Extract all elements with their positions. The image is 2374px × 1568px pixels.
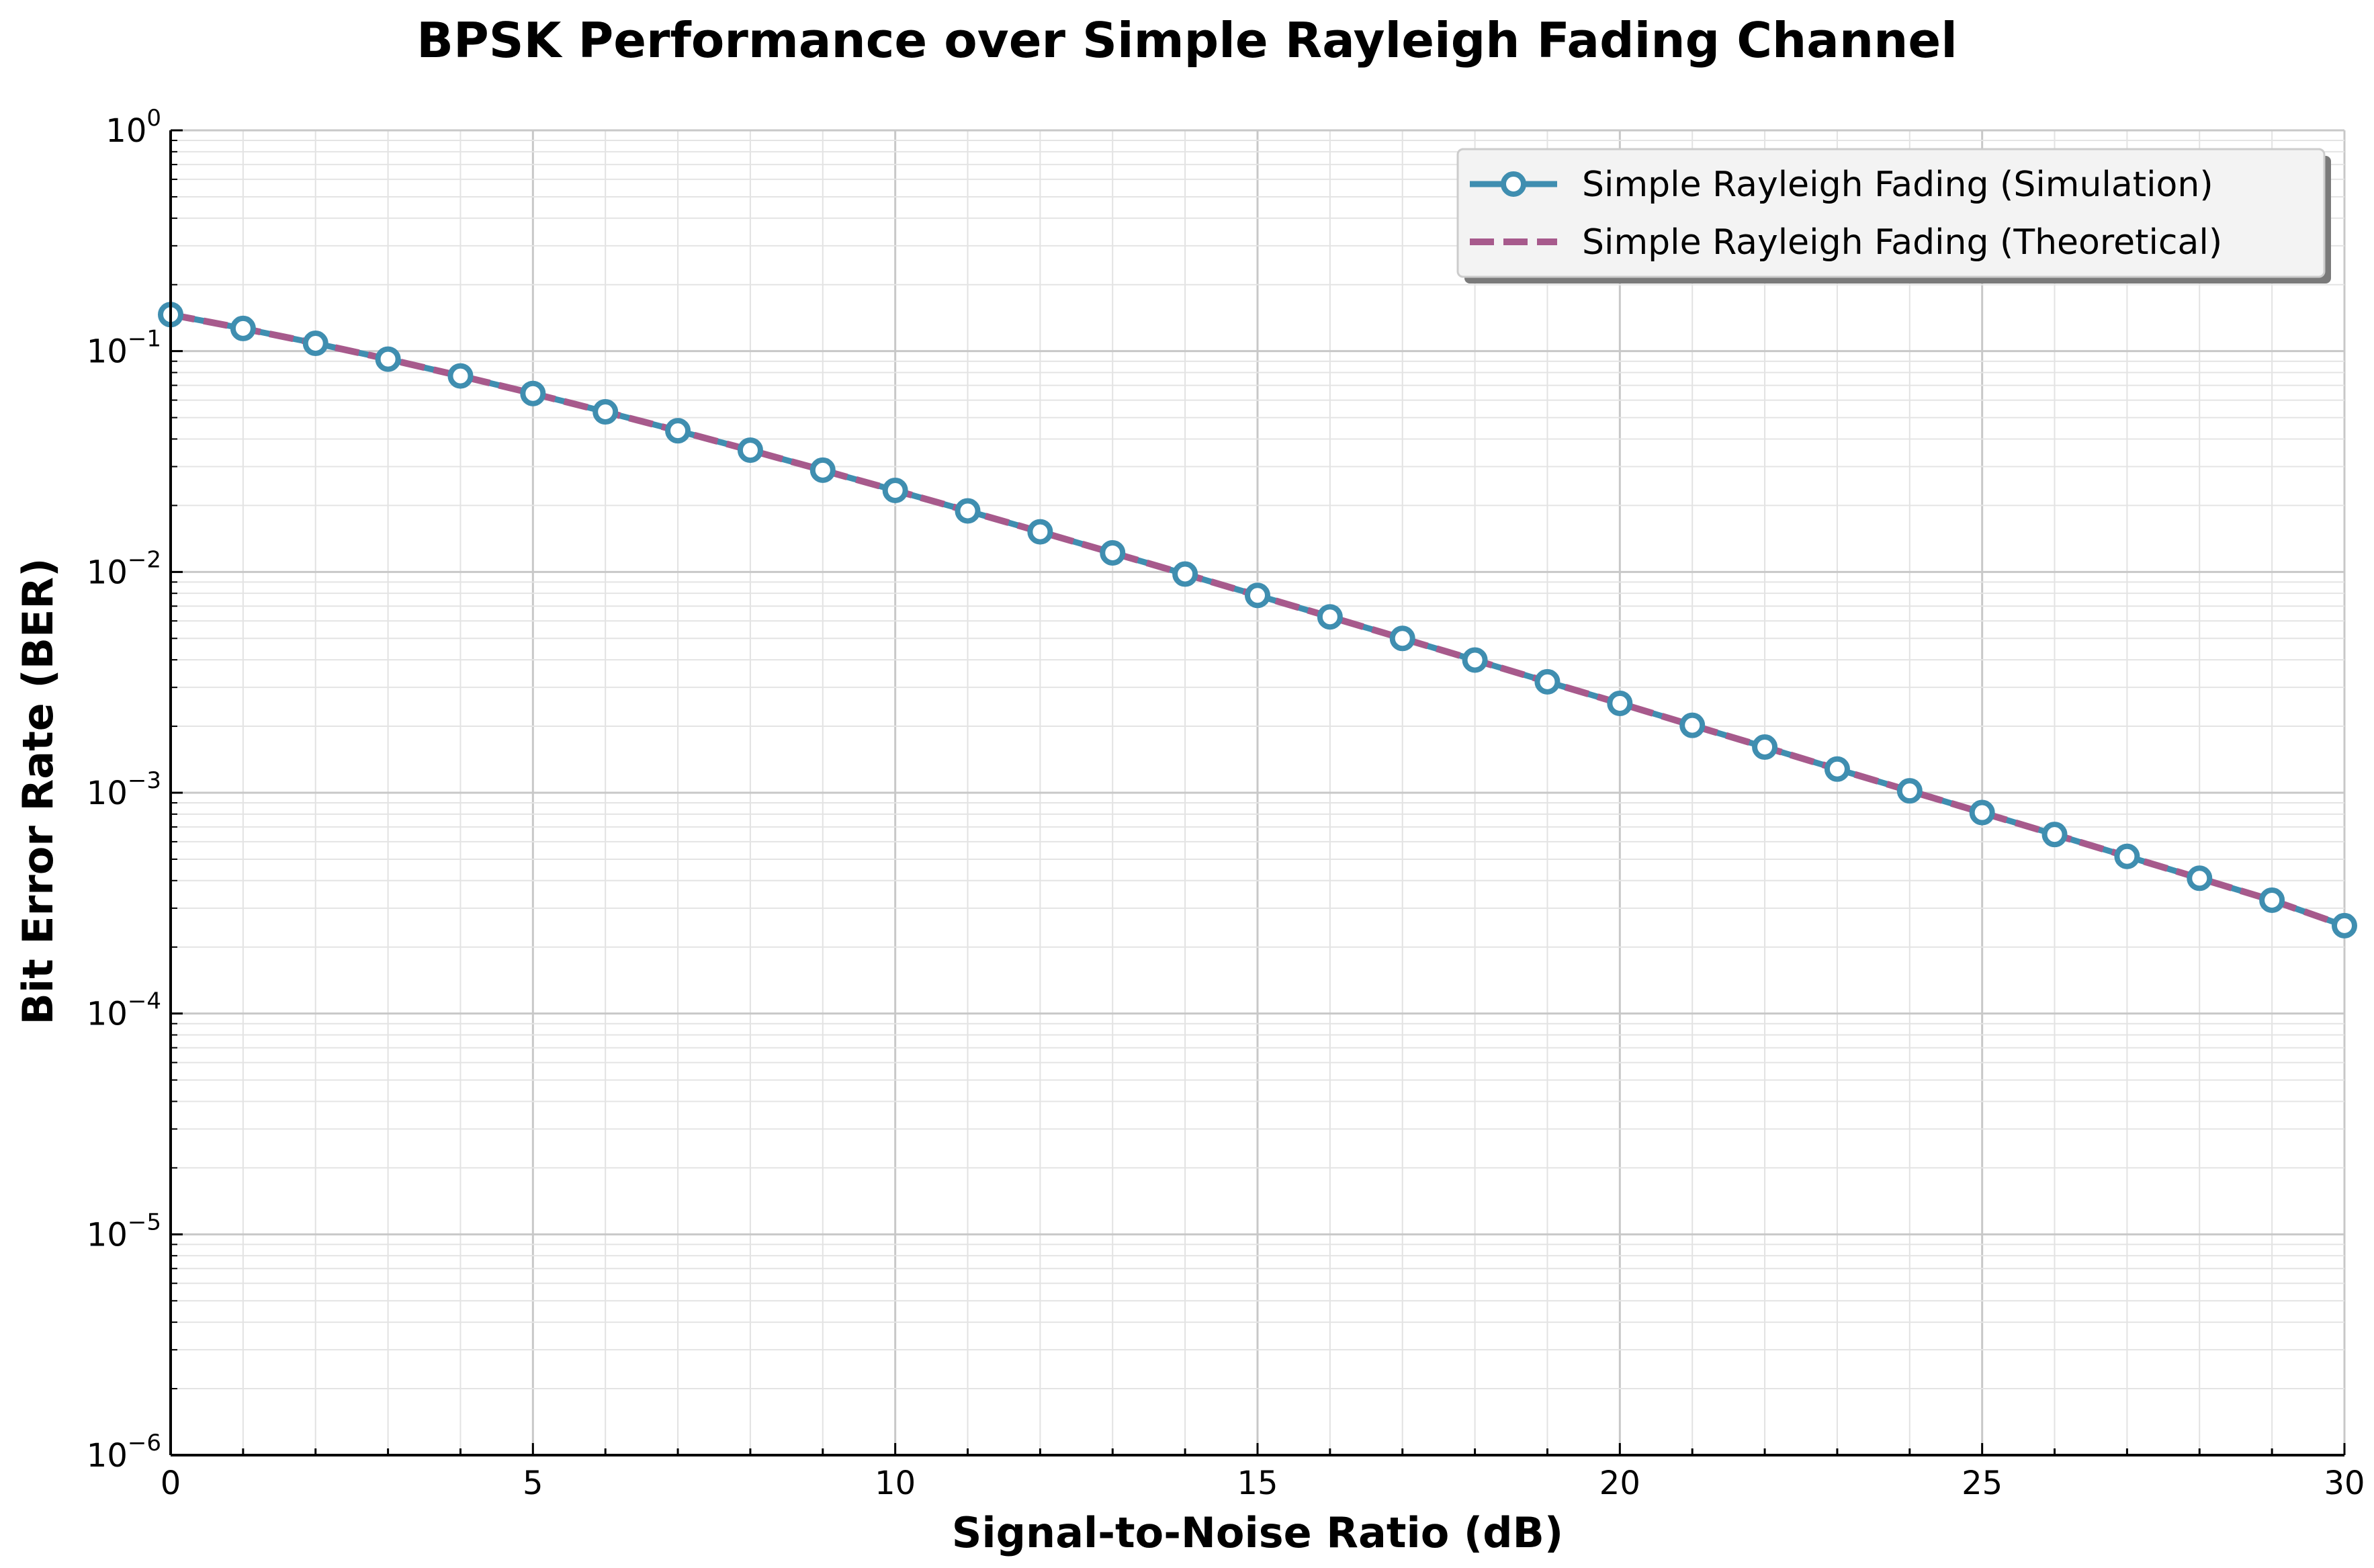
- y-tick-label: 10−2: [87, 546, 161, 591]
- data-point-simulation: [447, 363, 474, 389]
- tick-labels: 0 5 10 15 20 25 30 100 10−1 10−2 10−3 10−4 10−5 10−6: [87, 105, 2365, 1502]
- data-point-simulation: [882, 477, 908, 503]
- data-point-simulation: [2114, 843, 2140, 869]
- x-tick-label: 30: [2324, 1465, 2365, 1502]
- chart-title: BPSK Performance over Simple Rayleigh Fa…: [416, 12, 1958, 69]
- data-point-simulation: [1534, 668, 1560, 695]
- y-tick-label: 10−1: [87, 326, 161, 371]
- data-point-simulation: [2332, 912, 2357, 939]
- y-tick-label: 10−6: [87, 1430, 161, 1475]
- data-point-simulation: [955, 498, 981, 524]
- x-tick-label: 15: [1237, 1465, 1278, 1502]
- y-tick-label: 100: [105, 105, 161, 150]
- y-axis-label: Bit Error Rate (BER): [13, 558, 62, 1025]
- x-axis-label: Signal-to-Noise Ratio (dB): [952, 1508, 1563, 1557]
- data-point-simulation: [665, 418, 691, 444]
- x-tick-label: 10: [875, 1465, 916, 1502]
- x-tick-label: 5: [523, 1465, 543, 1502]
- x-tick-label: 0: [161, 1465, 181, 1502]
- data-point-simulation: [520, 380, 546, 406]
- legend-label-simulation: Simple Rayleigh Fading (Simulation): [1582, 165, 2213, 205]
- data-point-simulation: [1679, 712, 1706, 738]
- data-point-simulation: [1462, 647, 1488, 673]
- data-point-simulation: [592, 399, 619, 425]
- data-point-simulation: [809, 457, 836, 483]
- data-point-simulation: [1100, 539, 1126, 566]
- data-point-simulation: [737, 437, 763, 464]
- x-tick-label: 20: [1599, 1465, 1640, 1502]
- data-point-simulation: [1896, 778, 1923, 804]
- data-point-simulation: [375, 346, 401, 372]
- x-tick-label: 25: [1962, 1465, 2003, 1502]
- data-point-simulation: [1824, 756, 1850, 782]
- legend-label-theoretical: Simple Rayleigh Fading (Theoretical): [1582, 222, 2222, 263]
- y-tick-label: 10−3: [87, 767, 161, 812]
- legend-marker-simulation: [1501, 171, 1526, 197]
- legend-box: [1456, 148, 2326, 278]
- data-point-simulation: [1752, 734, 1778, 760]
- data-point-simulation: [1172, 561, 1198, 587]
- data-point-simulation: [1607, 690, 1633, 716]
- data-point-simulation: [1027, 519, 1053, 545]
- data-point-simulation: [2187, 865, 2213, 891]
- data-point-simulation: [1245, 582, 1270, 609]
- data-point-simulation: [2259, 887, 2285, 913]
- data-point-simulation: [1317, 604, 1343, 630]
- data-point-simulation: [2041, 822, 2068, 848]
- grid-lines: [169, 129, 2346, 1456]
- data-point-simulation: [302, 331, 328, 357]
- y-tick-label: 10−5: [87, 1209, 161, 1254]
- data-point-simulation: [1969, 799, 1995, 826]
- data-point-simulation: [1389, 625, 1415, 652]
- series-layer: [158, 302, 2357, 939]
- y-tick-label: 10−4: [87, 988, 161, 1033]
- legend: Simple Rayleigh Fading (Simulation) Simpl…: [1456, 148, 2331, 284]
- data-point-simulation: [230, 315, 256, 341]
